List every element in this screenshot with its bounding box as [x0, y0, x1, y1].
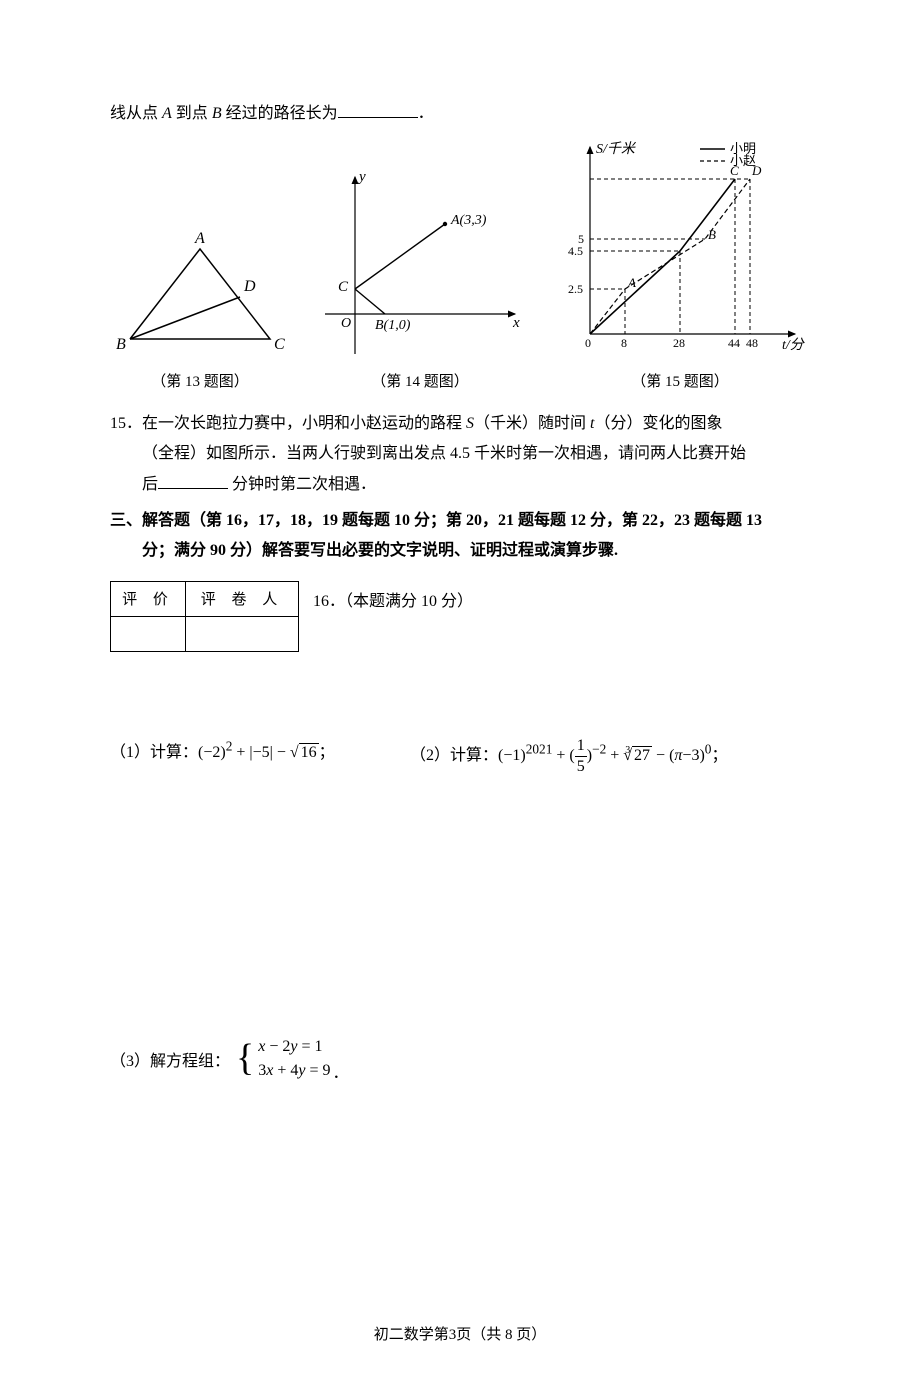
q16-label: 16．（本题满分 10 分） [313, 581, 473, 611]
eq2-c: + 4 [273, 1062, 298, 1079]
fig14-B: B(1,0) [375, 318, 411, 333]
fig15-x44: 44 [728, 336, 740, 350]
fig13-A: A [194, 230, 205, 247]
sub2-a: (−1) [498, 747, 526, 764]
sub2-e2021: 2021 [526, 742, 553, 757]
fig14-svg: y x O C A(3,3) B(1,0) [315, 169, 525, 359]
fig15-D: D [751, 163, 762, 178]
fig15-svg: S/千米 t/分 小明 小赵 2.5 4.5 5 0 8 28 44 48 A … [550, 139, 810, 359]
eq1-b: − 2 [265, 1038, 290, 1055]
q15: 15．在一次长跑拉力赛中，小明和小赵运动的路程 S（千米）随时间 t（分）变化的… [110, 409, 810, 500]
fig15-x28: 28 [673, 336, 685, 350]
fig13-B: B [116, 336, 126, 353]
fig15-A: A [627, 275, 636, 290]
fig13: A B C D （第 13 题图） [110, 219, 290, 391]
section3-l2: 分；满分 90 分）解答要写出必要的文字说明、证明过程或演算步骤. [142, 542, 618, 559]
sub2: （2）计算：(−1)2021 + (15)−2 + 3√27 − (π−3)0； [410, 738, 810, 775]
figures-row: A B C D （第 13 题图） y x [110, 139, 810, 391]
sub1-abs: |−5| [249, 744, 272, 761]
sub1-sqrt: 16 [299, 743, 319, 762]
eq1-d: = 1 [298, 1038, 323, 1055]
fig15-caption: （第 15 题图） [550, 370, 810, 391]
intro-blank [338, 103, 418, 118]
sub1-label: （1）计算： [110, 744, 198, 761]
fig13-C: C [274, 336, 285, 353]
intro-b: B [212, 105, 222, 122]
fig15-C: C [730, 163, 739, 178]
fig15-y25: 2.5 [568, 282, 583, 296]
fig14-y: y [357, 169, 366, 185]
subq-row: （1）计算：(−2)2 + |−5| − √16； （2）计算：(−1)2021… [110, 738, 810, 775]
sub2-tail: ； [711, 747, 727, 764]
sub1-a: (−2) [198, 744, 226, 761]
fig15-x0: 0 [585, 336, 591, 350]
sub2-m3: −3) [682, 747, 704, 764]
fig14-caption: （第 14 题图） [315, 370, 525, 391]
eval-col1: 评 价 [111, 581, 186, 616]
fig15-S: S/千米 [596, 141, 637, 157]
q15-l2: （全程）如图所示．当两人行驶到离出发点 4.5 千米时第一次相遇，请问两人比赛开… [142, 445, 746, 462]
intro-period: ． [418, 105, 434, 122]
fig14-O: O [341, 316, 351, 331]
brace-icon: { [236, 1047, 254, 1070]
section3-l1: 三、解答题（第 16，17，18，19 题每题 10 分；第 20，21 题每题… [110, 512, 762, 529]
q15-l1: 在一次长跑拉力赛中，小明和小赵运动的路程 [142, 415, 466, 432]
intro-a: A [162, 105, 172, 122]
eq2-d: y [298, 1062, 305, 1079]
eval-blank2 [186, 616, 299, 651]
sub1-tail: ； [319, 744, 335, 761]
fig15-y45: 4.5 [568, 244, 583, 258]
sub2-fn: 1 [575, 738, 587, 757]
sub2-label: （2）计算： [410, 747, 498, 764]
fig13-svg: A B C D [110, 219, 290, 359]
fig15: S/千米 t/分 小明 小赵 2.5 4.5 5 0 8 28 44 48 A … [550, 139, 810, 391]
q15-S: S [466, 415, 474, 432]
fig15-B: B [708, 227, 716, 242]
q15-l3a: 后 [142, 476, 158, 493]
fig14-x: x [512, 315, 520, 331]
footer: 初二数学第3页（共 8 页） [110, 1323, 810, 1344]
fig15-y5: 5 [578, 232, 584, 246]
sub2-cbrt: 27 [632, 746, 652, 764]
q15-blank [158, 474, 228, 489]
q15-uS: （千米）随时间 [474, 415, 590, 432]
eval-table: 评 价 评 卷 人 [110, 581, 299, 652]
sub3-label: （3）解方程组： [110, 1047, 230, 1071]
fig15-x48: 48 [746, 336, 758, 350]
sub1: （1）计算：(−2)2 + |−5| − √16； [110, 738, 410, 775]
section3: 三、解答题（第 16，17，18，19 题每题 10 分；第 20，21 题每题… [110, 506, 810, 567]
sub2-cidx: 3 [625, 745, 630, 756]
intro-suffix: 经过的路径长为 [222, 105, 338, 122]
eval-row: 评 价 评 卷 人 16．（本题满分 10 分） [110, 581, 810, 652]
intro-mid: 到点 [172, 105, 212, 122]
fig14: y x O C A(3,3) B(1,0) （第 14 题图） [315, 169, 525, 391]
fig13-D: D [243, 278, 256, 295]
eval-col2: 评 卷 人 [186, 581, 299, 616]
sub2-fd: 5 [575, 757, 587, 775]
sub1-m: − [273, 744, 290, 761]
fig13-caption: （第 13 题图） [110, 370, 290, 391]
q15-ut: （分）变化的图象 [595, 415, 723, 432]
fig15-t: t/分 [782, 337, 806, 353]
page: 线从点 A 到点 B 经过的路径长为 ． A B C D （第 13 题图） [0, 0, 920, 1384]
sub3-eqs: x − 2y = 1 3x + 4y = 9 [258, 1035, 330, 1083]
sub2-m: − ( [652, 747, 674, 764]
sub1-p1: + [232, 744, 249, 761]
sub3: （3）解方程组： { x − 2y = 1 3x + 4y = 9 ． [110, 1035, 810, 1083]
fig14-C: C [338, 279, 349, 295]
intro-line: 线从点 A 到点 B 经过的路径长为 ． [110, 100, 810, 129]
eq1-c: y [290, 1038, 297, 1055]
eq2-e: = 9 [306, 1062, 331, 1079]
fig14-A: A(3,3) [450, 213, 487, 228]
q15-l3b: 分钟时第二次相遇． [228, 476, 376, 493]
intro-prefix: 线从点 [110, 105, 162, 122]
sub2-p2: + [606, 747, 623, 764]
q15-label: 15． [110, 415, 142, 432]
sub3-period: ． [333, 1059, 349, 1083]
fig15-x8: 8 [621, 336, 627, 350]
eval-blank1 [111, 616, 186, 651]
sub2-p1: + ( [552, 747, 574, 764]
sub2-em2: −2 [592, 742, 606, 757]
